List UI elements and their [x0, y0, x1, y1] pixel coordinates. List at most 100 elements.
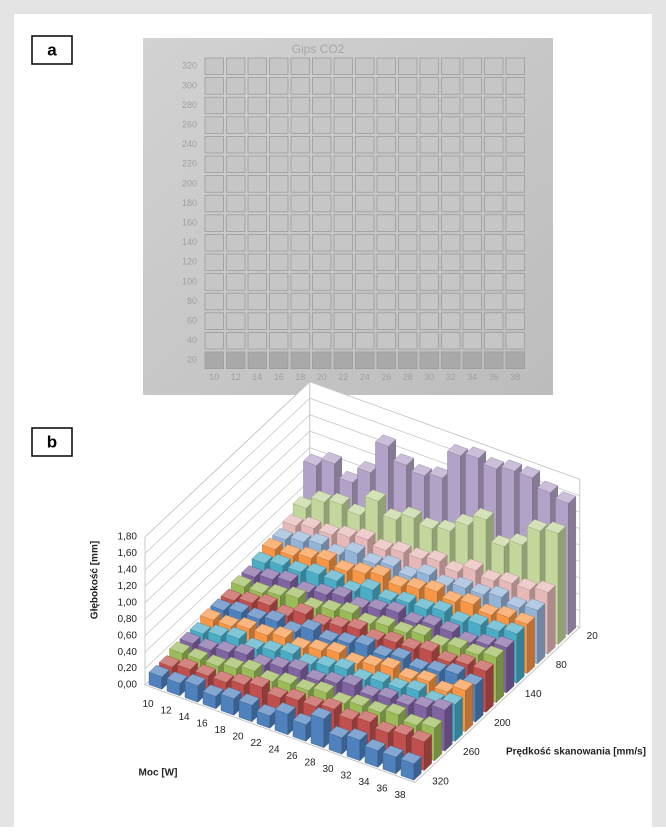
photo-cell — [227, 254, 246, 271]
photo-cell — [442, 78, 461, 95]
bar-side — [445, 703, 452, 751]
photo-row-label: 120 — [182, 257, 197, 267]
photo-cell — [420, 136, 439, 153]
bar — [365, 739, 385, 767]
photo-cell — [420, 352, 439, 369]
photo-column-label: 32 — [446, 372, 456, 382]
photo-cell — [291, 97, 310, 114]
photo-cell — [270, 234, 289, 251]
photo-cell — [227, 234, 246, 251]
photo-cell — [463, 234, 482, 251]
photo-cell — [506, 332, 525, 349]
photo-cell — [313, 136, 332, 153]
photo-column-label: 24 — [360, 372, 370, 382]
bar — [293, 713, 313, 741]
photo-cell — [313, 97, 332, 114]
photo-cell — [227, 215, 246, 232]
photo-cell — [420, 293, 439, 310]
photo-cell — [270, 58, 289, 75]
photo-cell — [506, 195, 525, 212]
x-axis-title: Moc [W] — [139, 768, 178, 779]
y-tick-label: 1,60 — [118, 548, 138, 559]
photo-cell — [334, 136, 353, 153]
photo-cell — [313, 293, 332, 310]
photo-cell — [442, 352, 461, 369]
photo-cell — [205, 78, 224, 95]
photo-cell — [291, 234, 310, 251]
photo-cell — [248, 254, 267, 271]
photo-cell — [485, 176, 504, 193]
photo-cell — [205, 274, 224, 291]
photo-cell — [399, 176, 418, 193]
photo-cell — [506, 58, 525, 75]
photo-cell — [420, 313, 439, 330]
photo-cell — [356, 156, 375, 173]
photo-cell — [313, 254, 332, 271]
photo-row-label: 100 — [182, 276, 197, 286]
photo-column-label: 16 — [274, 372, 284, 382]
photo-cell — [506, 254, 525, 271]
photo-cell — [356, 293, 375, 310]
bar-side — [465, 684, 472, 732]
x-tick-label: 20 — [232, 731, 244, 742]
photo-cell — [291, 176, 310, 193]
photo-cell — [463, 97, 482, 114]
photo-cell — [356, 254, 375, 271]
photo-cell — [270, 293, 289, 310]
photo-cell — [291, 274, 310, 291]
photo-caption: Gips CO2 — [292, 42, 345, 56]
x-tick-label: 10 — [142, 699, 154, 710]
photo-cell — [248, 176, 267, 193]
photo-cell — [356, 78, 375, 95]
photo-cell — [485, 274, 504, 291]
bar-side — [455, 697, 462, 741]
photo-cell — [248, 215, 267, 232]
bar-side — [486, 664, 493, 712]
photo-cell — [399, 136, 418, 153]
photo-cell — [227, 176, 246, 193]
photo-cell — [356, 215, 375, 232]
photo-cell — [356, 332, 375, 349]
photo-cell — [442, 97, 461, 114]
photo-cell — [227, 136, 246, 153]
photo-cell — [356, 117, 375, 134]
depth-tick-label: 260 — [463, 747, 480, 758]
photo-cell — [463, 332, 482, 349]
panel-label: b — [47, 432, 57, 451]
photo-cell — [420, 195, 439, 212]
bar — [383, 746, 403, 774]
x-tick-label: 12 — [160, 705, 172, 716]
photo-cell — [248, 58, 267, 75]
photo-cell — [377, 58, 396, 75]
photo-cell — [291, 58, 310, 75]
depth-tick-label: 140 — [525, 689, 542, 700]
photo-column-label: 26 — [381, 372, 391, 382]
photo-cell — [399, 156, 418, 173]
photo-cell — [420, 215, 439, 232]
photo-column-label: 34 — [467, 372, 477, 382]
photo-row-label: 300 — [182, 80, 197, 90]
photo-row-label: 280 — [182, 100, 197, 110]
photo-cell — [442, 195, 461, 212]
photo-cell — [485, 136, 504, 153]
photo-cell — [420, 58, 439, 75]
photo-cell — [485, 117, 504, 134]
bar-side — [476, 678, 483, 722]
photo-cell — [227, 293, 246, 310]
photo-cell — [463, 117, 482, 134]
photo-cell — [334, 293, 353, 310]
photo-cell — [485, 234, 504, 251]
photo-cell — [205, 234, 224, 251]
photo-cell — [227, 352, 246, 369]
photo-cell — [442, 234, 461, 251]
y-tick-label: 0,00 — [118, 680, 138, 691]
photo-cell — [270, 97, 289, 114]
photo-cell — [227, 195, 246, 212]
photo-cell — [506, 136, 525, 153]
photo-cell — [399, 313, 418, 330]
photo-cell — [248, 97, 267, 114]
photo-column-label: 28 — [403, 372, 413, 382]
bar — [239, 694, 259, 722]
photo-cell — [485, 195, 504, 212]
y-tick-label: 1,80 — [118, 532, 138, 543]
